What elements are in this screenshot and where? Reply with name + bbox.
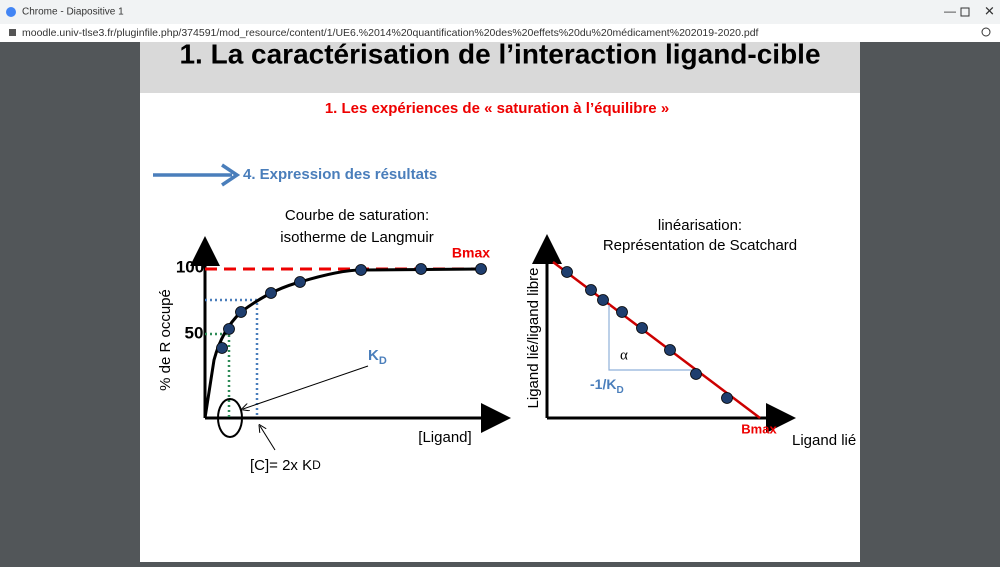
close-button[interactable]: ✕ xyxy=(984,3,995,18)
viewer-background xyxy=(860,42,1000,562)
half-guide xyxy=(205,332,231,418)
points xyxy=(561,266,733,404)
bmax-label: Bmax xyxy=(452,245,490,261)
y-axis-label: % de R occupé xyxy=(157,289,174,391)
bmax-label: Bmax xyxy=(741,421,777,436)
url[interactable]: moodle.univ-tlse3.fr/pluginfile.php/3745… xyxy=(22,27,759,39)
c-note: [C]= 2x KD xyxy=(250,457,321,474)
window-title: Chrome - Diapositive 1 xyxy=(22,7,124,18)
slope-label: -1/KD xyxy=(590,376,624,396)
y-axis-label: Ligand lié/ligand libre xyxy=(525,268,542,409)
slope-triangle xyxy=(608,305,695,371)
restore-button[interactable] xyxy=(960,7,970,17)
scatchard-diagram: linéarisation: Représentation de Scatcha… xyxy=(525,217,856,449)
section-title: 4. Expression des résultats xyxy=(243,166,437,183)
slide-subtitle: 1. Les expériences de « saturation à l’é… xyxy=(325,100,669,117)
chrome-icon xyxy=(6,7,16,17)
kd-circle xyxy=(217,398,243,438)
zoom-icon[interactable] xyxy=(981,27,991,37)
kd-label: KD xyxy=(368,347,387,367)
slide xyxy=(140,42,860,562)
saturation-diagram: Courbe de saturation: isotherme de Langm… xyxy=(157,207,511,474)
diagram-title: linéarisation: xyxy=(658,217,742,234)
tick-label: 100 xyxy=(176,257,204,276)
alpha-label: α xyxy=(620,347,628,363)
c-pointer xyxy=(260,426,276,451)
x-axis-label: Ligand lié xyxy=(792,432,856,449)
diagram-title: Courbe de saturation: xyxy=(285,207,429,224)
x-axis-label: [Ligand] xyxy=(418,429,471,446)
address-bar[interactable] xyxy=(0,24,1000,42)
minimize-button[interactable]: — xyxy=(944,4,956,18)
points xyxy=(216,263,487,354)
section-arrow-head xyxy=(221,163,241,187)
lock-icon xyxy=(9,29,16,36)
diagram-title: Représentation de Scatchard xyxy=(603,237,797,254)
tick-label: 50 xyxy=(185,323,204,342)
kd-pointer xyxy=(243,365,369,409)
slide-title: 1. La caractérisation de l’interaction l… xyxy=(179,38,820,69)
title-bar xyxy=(0,0,1000,24)
diagram-title: isotherme de Langmuir xyxy=(280,229,433,246)
slide-header xyxy=(140,42,860,93)
